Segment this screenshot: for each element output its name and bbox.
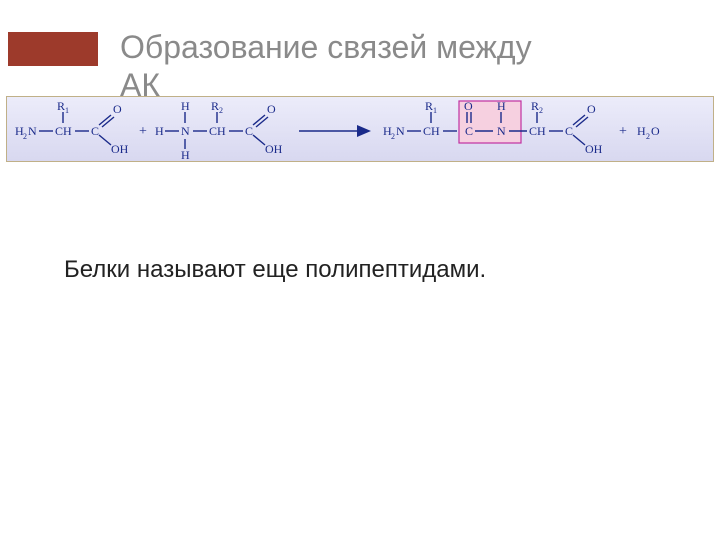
slide-title: Образование связей между АК (120, 28, 540, 104)
svg-text:N: N (28, 124, 37, 138)
peptide-bond-reaction: H 2 N CH R 1 C O OH + H N H H (7, 97, 713, 161)
svg-text:O: O (113, 102, 122, 116)
svg-text:O: O (587, 102, 596, 116)
accent-bar (8, 32, 98, 66)
svg-text:H: H (181, 148, 190, 161)
svg-text:R: R (425, 99, 433, 113)
svg-text:OH: OH (265, 142, 283, 156)
svg-text:2: 2 (646, 132, 650, 141)
svg-text:R: R (531, 99, 539, 113)
svg-text:R: R (211, 99, 219, 113)
svg-text:H: H (637, 124, 646, 138)
svg-text:R: R (57, 99, 65, 113)
svg-text:O: O (267, 102, 276, 116)
svg-text:N: N (497, 124, 506, 138)
svg-text:1: 1 (65, 106, 69, 115)
svg-text:OH: OH (111, 142, 129, 156)
svg-text:2: 2 (219, 106, 223, 115)
chemistry-diagram: H 2 N CH R 1 C O OH + H N H H (6, 96, 714, 162)
svg-text:CH: CH (529, 124, 546, 138)
svg-text:O: O (651, 124, 660, 138)
plus-1: + (139, 124, 147, 139)
svg-text:CH: CH (209, 124, 226, 138)
svg-text:CH: CH (55, 124, 72, 138)
svg-text:C: C (91, 124, 99, 138)
svg-text:N: N (181, 124, 190, 138)
body-text: Белки называют еще полипептидами. (64, 256, 486, 284)
svg-text:2: 2 (391, 132, 395, 141)
svg-text:1: 1 (433, 106, 437, 115)
svg-text:C: C (465, 124, 473, 138)
svg-text:H: H (181, 99, 190, 113)
svg-text:N: N (396, 124, 405, 138)
svg-text:H: H (155, 124, 164, 138)
svg-text:O: O (464, 99, 473, 113)
svg-text:C: C (245, 124, 253, 138)
svg-text:2: 2 (23, 132, 27, 141)
svg-text:2: 2 (539, 106, 543, 115)
svg-text:OH: OH (585, 142, 603, 156)
svg-text:C: C (565, 124, 573, 138)
svg-text:CH: CH (423, 124, 440, 138)
svg-text:H: H (497, 99, 506, 113)
plus-2: + (619, 124, 627, 139)
